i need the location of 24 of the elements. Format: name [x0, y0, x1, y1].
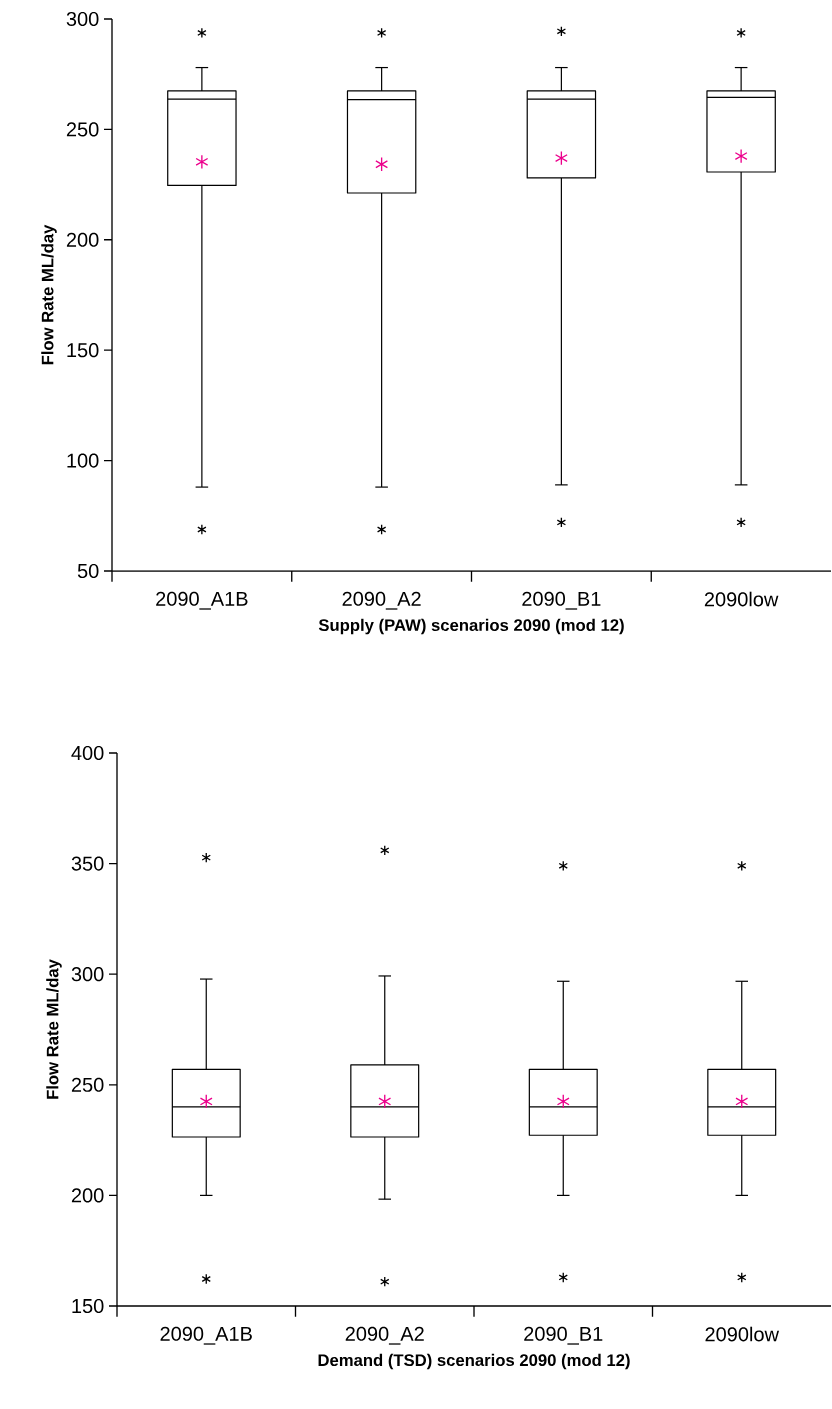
x-tick-label: 2090_A2	[345, 1326, 424, 1345]
y-tick-label: 150	[67, 343, 99, 358]
x-tick-label: 2090low	[704, 591, 779, 607]
y-tick-label: 250	[71, 1077, 104, 1092]
x-tick-label: 2090_B1	[522, 591, 601, 610]
y-tick-label: 100	[67, 453, 99, 468]
y-tick-label: 300	[66, 11, 99, 27]
x-tick-label: 2090_A1B	[160, 1326, 252, 1345]
y-tick-label: 200	[71, 1188, 104, 1203]
y-tick-label: 250	[66, 122, 99, 137]
y-tick-label: 350	[71, 856, 104, 871]
y-tick-label: 200	[66, 232, 99, 247]
x-tick-label: 2090low	[705, 1326, 780, 1342]
x-axis-title: Demand (TSD) scenarios 2090 (mod 12)	[318, 1353, 630, 1370]
y-axis-title: Flow Rate ML/day	[41, 224, 57, 365]
x-axis-title: Supply (PAW) scenarios 2090 (mod 12)	[318, 618, 624, 635]
y-tick-label: 50	[77, 563, 99, 579]
x-tick-label: 2090_A1B	[156, 591, 248, 610]
x-tick-label: 2090_A2	[342, 591, 421, 610]
y-tick-label: 300	[71, 967, 104, 982]
y-tick-label: 150	[72, 1298, 104, 1314]
y-axis-title: Flow Rate ML/day	[46, 959, 62, 1099]
y-tick-label: 400	[71, 745, 104, 761]
x-tick-label: 2090_B1	[524, 1326, 603, 1345]
